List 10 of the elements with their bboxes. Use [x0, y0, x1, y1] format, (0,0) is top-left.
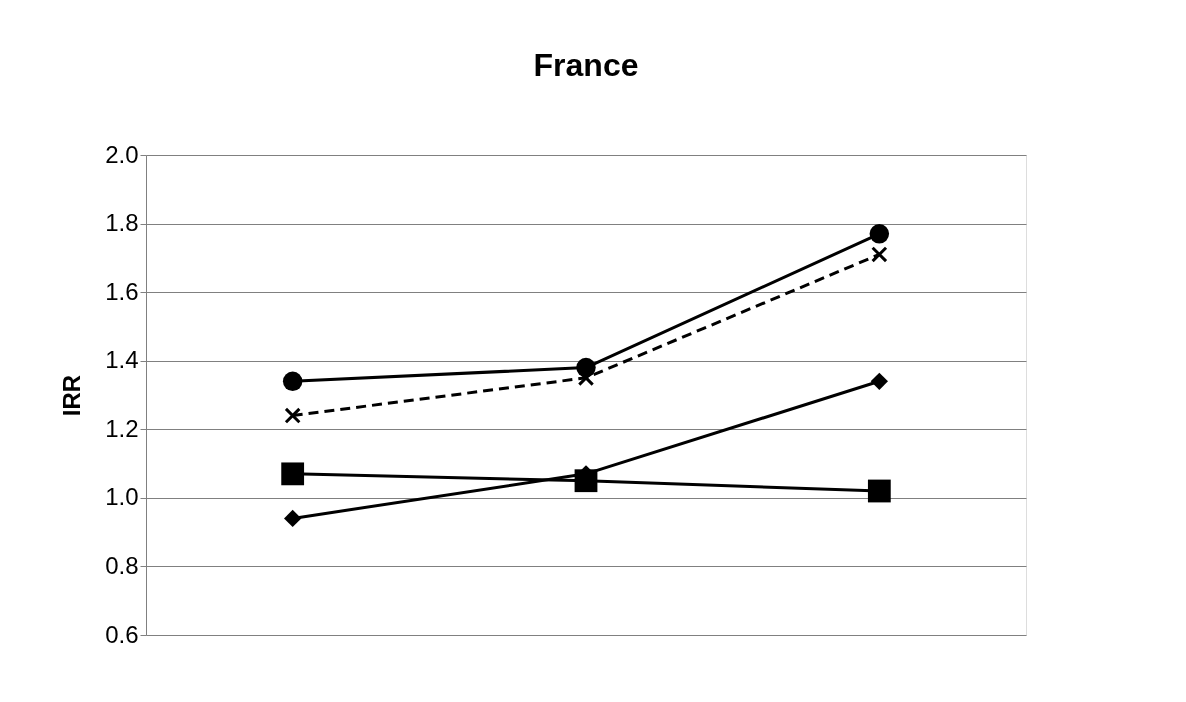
y-tick-label: 1.2 [105, 414, 139, 442]
y-tick-label: 0.8 [105, 551, 139, 579]
y-tick-label: 1.6 [105, 277, 139, 305]
y-tick-label: 2.0 [105, 140, 139, 168]
y-axis-title: IRR [58, 374, 86, 417]
y-tick-label: 0.6 [105, 620, 139, 648]
chart-title: France [533, 47, 639, 83]
y-tick-label: 1.8 [105, 209, 139, 237]
y-tick-label: 1.4 [105, 346, 139, 374]
y-tick-label: 1.0 [105, 483, 139, 511]
